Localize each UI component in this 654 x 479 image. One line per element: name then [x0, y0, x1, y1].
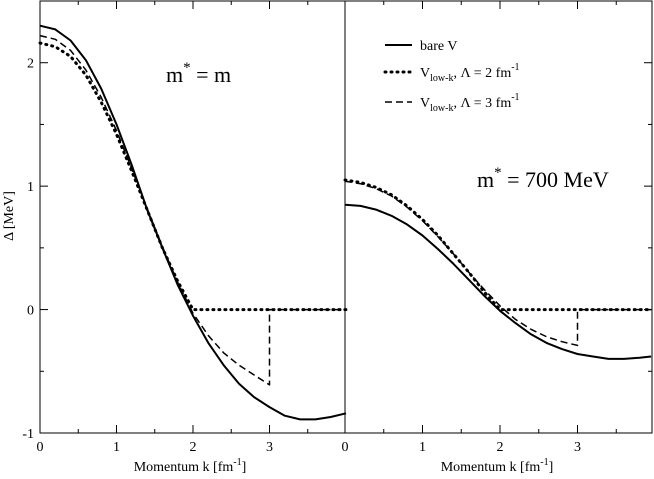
left-panel-annotation: m* = m — [166, 60, 231, 87]
legend-label-lambda2: Vlow-k, Λ = 2 fm-1 — [420, 62, 520, 84]
y-tick-label: 0 — [27, 304, 34, 319]
legend-label-bare: bare V — [420, 39, 457, 54]
right-series-lowk-lambda3 — [344, 180, 652, 347]
x-tick-label: 0 — [37, 440, 44, 455]
x-tick-label: 2 — [497, 440, 504, 455]
x-tick-label: 0 — [342, 440, 349, 455]
right-panel-frame — [344, 0, 653, 434]
left-series-bare-v — [39, 24, 347, 421]
right-panel-annotation: m* = 700 MeV — [477, 165, 609, 192]
data-series — [38, 24, 653, 421]
y-axis-label: Δ [MeV] — [2, 191, 17, 241]
right-series-bare-v — [344, 203, 652, 360]
y-tick-label: -1 — [22, 427, 34, 442]
legend-label-lambda3: Vlow-k, Λ = 3 fm-1 — [420, 92, 520, 114]
right-series-lowk-lambda2 — [343, 178, 653, 312]
x-axis-label-left: Momentum k [fm-1] — [134, 457, 247, 475]
y-tick-label: 2 — [27, 57, 34, 72]
x-tick-label: 1 — [113, 440, 120, 455]
x-tick-label: 3 — [574, 440, 581, 455]
left-series-lowk-lambda3 — [39, 34, 346, 386]
x-tick-label: 1 — [419, 440, 426, 455]
x-axis-label-right: Momentum k [fm-1] — [441, 457, 554, 475]
x-tick-label: 3 — [266, 440, 273, 455]
legend: bare V Vlow-k, Λ = 2 fm-1 Vlow-k, Λ = 3 … — [383, 39, 520, 114]
x-tick-label: 2 — [190, 440, 197, 455]
y-tick-label: 1 — [27, 180, 34, 195]
